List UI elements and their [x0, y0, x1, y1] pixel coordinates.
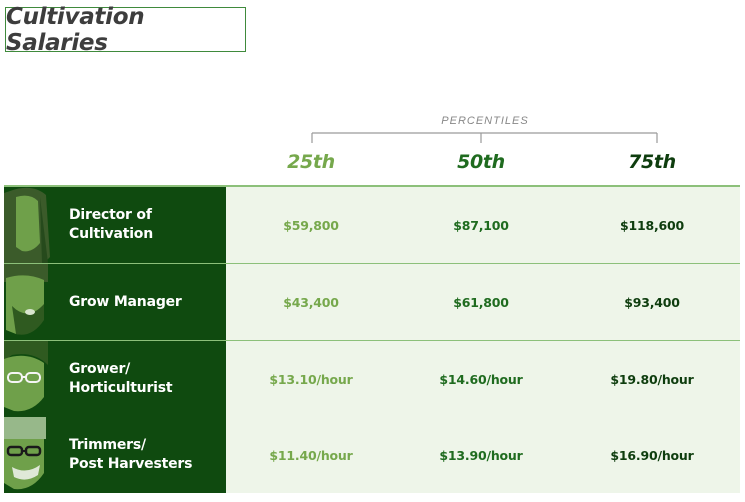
- role-label: Grower/ Horticulturist: [69, 361, 173, 396]
- value-cell-75th: $118,600: [619, 217, 685, 233]
- role-cell: Grow Manager: [4, 264, 226, 340]
- column-header-25th: 25th: [287, 151, 335, 173]
- role-label: Trimmers/ Post Harvesters: [69, 437, 193, 472]
- header-separator: [4, 185, 740, 187]
- value-cell-25th: $13.10/hour: [269, 371, 353, 387]
- table-row: Director of Cultivation $59,800 $87,100 $11…: [4, 187, 740, 263]
- value-cell-75th: $16.90/hour: [610, 447, 694, 463]
- glasses-beanie-face-icon: [4, 417, 64, 493]
- values-panel: [226, 187, 740, 263]
- table-row: Grow Manager $43,400 $61,800 $93,400: [4, 264, 740, 340]
- title-box: Cultivation Salaries: [5, 4, 246, 56]
- role-cell: Director of Cultivation: [4, 187, 226, 263]
- value-cell-25th: $59,800: [283, 217, 339, 233]
- column-header-50th: 50th: [457, 151, 505, 173]
- percentiles-label: PERCENTILES: [441, 115, 529, 127]
- role-label: Grow Manager: [69, 293, 182, 310]
- value-cell-25th: $43,400: [283, 294, 339, 310]
- bearded-face-icon: [4, 264, 64, 340]
- role-cell: Trimmers/ Post Harvesters: [4, 417, 226, 493]
- column-header-75th: 75th: [628, 151, 676, 173]
- value-cell-50th: $61,800: [453, 294, 509, 310]
- values-panel: [226, 264, 740, 340]
- value-cell-25th: $11.40/hour: [269, 447, 353, 463]
- glasses-face-icon: [4, 341, 64, 417]
- role-cell: Grower/ Horticulturist: [4, 341, 226, 417]
- value-cell-50th: $87,100: [453, 217, 509, 233]
- table-row: Trimmers/ Post Harvesters $11.40/hour $13.…: [4, 417, 740, 493]
- value-cell-50th: $14.60/hour: [439, 371, 523, 387]
- value-cell-75th: $93,400: [624, 294, 680, 310]
- value-cell-75th: $19.80/hour: [610, 371, 694, 387]
- value-cell-50th: $13.90/hour: [439, 447, 523, 463]
- long-hair-face-icon: [4, 187, 64, 263]
- table-row: Grower/ Horticulturist $13.10/hour $14.60/…: [4, 341, 740, 417]
- values-panel: [226, 341, 740, 417]
- percentiles-bracket: [311, 132, 658, 143]
- chart-title: Cultivation Salaries: [6, 3, 145, 56]
- role-label: Director of Cultivation: [69, 207, 153, 242]
- values-panel: [226, 417, 740, 493]
